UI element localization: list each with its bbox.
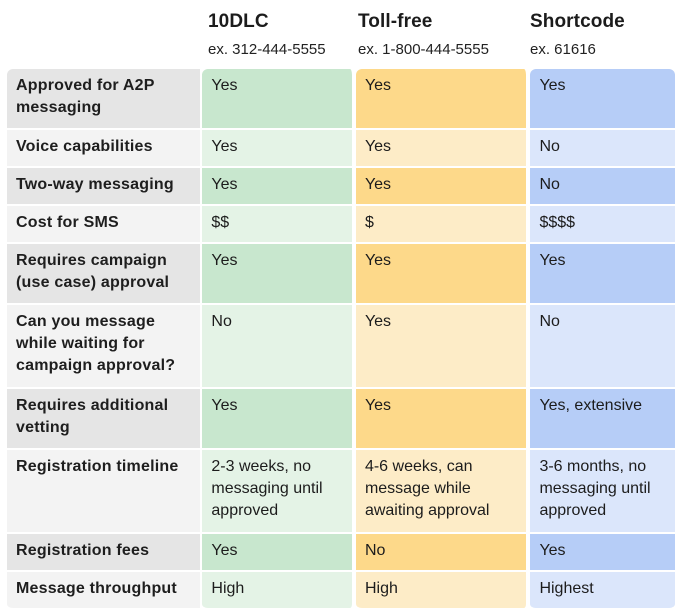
row-label: Requires campaign (use case) approval — [7, 244, 201, 305]
cell-toll-free: Yes — [355, 389, 531, 450]
cell-10dlc: Yes — [202, 130, 356, 168]
cell-shortcode: 3-6 months, no messaging until approved — [530, 450, 675, 534]
cell-shortcode: Yes, extensive — [530, 389, 675, 450]
cell-toll-free: $ — [355, 206, 531, 244]
cell-10dlc: No — [202, 305, 356, 389]
table-row: Requires campaign (use case) approval Ye… — [7, 244, 675, 305]
row-label: Can you message while waiting for campai… — [7, 305, 201, 389]
cell-10dlc: Yes — [202, 389, 356, 450]
table-row: Registration timeline 2-3 weeks, no mess… — [7, 450, 675, 534]
cell-toll-free: No — [355, 534, 531, 572]
cell-shortcode: Yes — [530, 244, 675, 305]
cell-10dlc: High — [202, 572, 356, 610]
cell-10dlc: 2-3 weeks, no messaging until approved — [202, 450, 356, 534]
column-example: ex. 1-800-444-5555 — [358, 41, 489, 58]
table-row: Registration fees Yes No Yes — [7, 534, 675, 572]
table-row: Two-way messaging Yes Yes No — [7, 168, 675, 206]
table-row: Can you message while waiting for campai… — [7, 305, 675, 389]
cell-shortcode: Highest — [530, 572, 675, 610]
column-title: Toll-free — [358, 11, 433, 32]
cell-toll-free: Yes — [355, 130, 531, 168]
cell-toll-free: Yes — [355, 305, 531, 389]
cell-10dlc: Yes — [202, 168, 356, 206]
cell-10dlc: $$ — [202, 206, 356, 244]
column-header-10dlc: 10DLC ex. 312-444-5555 — [208, 10, 326, 60]
cell-toll-free: 4-6 weeks, can message while awaiting ap… — [355, 450, 531, 534]
row-label: Registration fees — [7, 534, 201, 572]
column-example: ex. 61616 — [530, 41, 596, 58]
row-label: Cost for SMS — [7, 206, 201, 244]
column-header-toll-free: Toll-free ex. 1-800-444-5555 — [358, 10, 489, 60]
cell-toll-free: Yes — [355, 69, 531, 130]
cell-shortcode: No — [530, 168, 675, 206]
table-row: Voice capabilities Yes Yes No — [7, 130, 675, 168]
row-label: Approved for A2P messaging — [7, 69, 201, 130]
cell-shortcode: Yes — [530, 534, 675, 572]
cell-10dlc: Yes — [202, 534, 356, 572]
cell-10dlc: Yes — [202, 244, 356, 305]
row-label: Requires additional vetting — [7, 389, 201, 450]
cell-shortcode: No — [530, 130, 675, 168]
column-title: Shortcode — [530, 11, 625, 32]
table-row: Cost for SMS $$ $ $$$$ — [7, 206, 675, 244]
cell-shortcode: No — [530, 305, 675, 389]
column-title: 10DLC — [208, 11, 269, 32]
cell-toll-free: Yes — [355, 244, 531, 305]
table-row: Message throughput High High Highest — [7, 572, 675, 610]
cell-shortcode: Yes — [530, 69, 675, 130]
row-label: Message throughput — [7, 572, 201, 610]
column-example: ex. 312-444-5555 — [208, 41, 326, 58]
row-label: Registration timeline — [7, 450, 201, 534]
cell-10dlc: Yes — [202, 69, 356, 130]
row-label: Voice capabilities — [7, 130, 201, 168]
cell-toll-free: High — [355, 572, 531, 610]
cell-shortcode: $$$$ — [530, 206, 675, 244]
row-label: Two-way messaging — [7, 168, 201, 206]
comparison-table: Approved for A2P messaging Yes Yes Yes V… — [7, 69, 675, 610]
cell-toll-free: Yes — [355, 168, 531, 206]
table-row: Approved for A2P messaging Yes Yes Yes — [7, 69, 675, 130]
table-row: Requires additional vetting Yes Yes Yes,… — [7, 389, 675, 450]
column-header-shortcode: Shortcode ex. 61616 — [530, 10, 625, 60]
